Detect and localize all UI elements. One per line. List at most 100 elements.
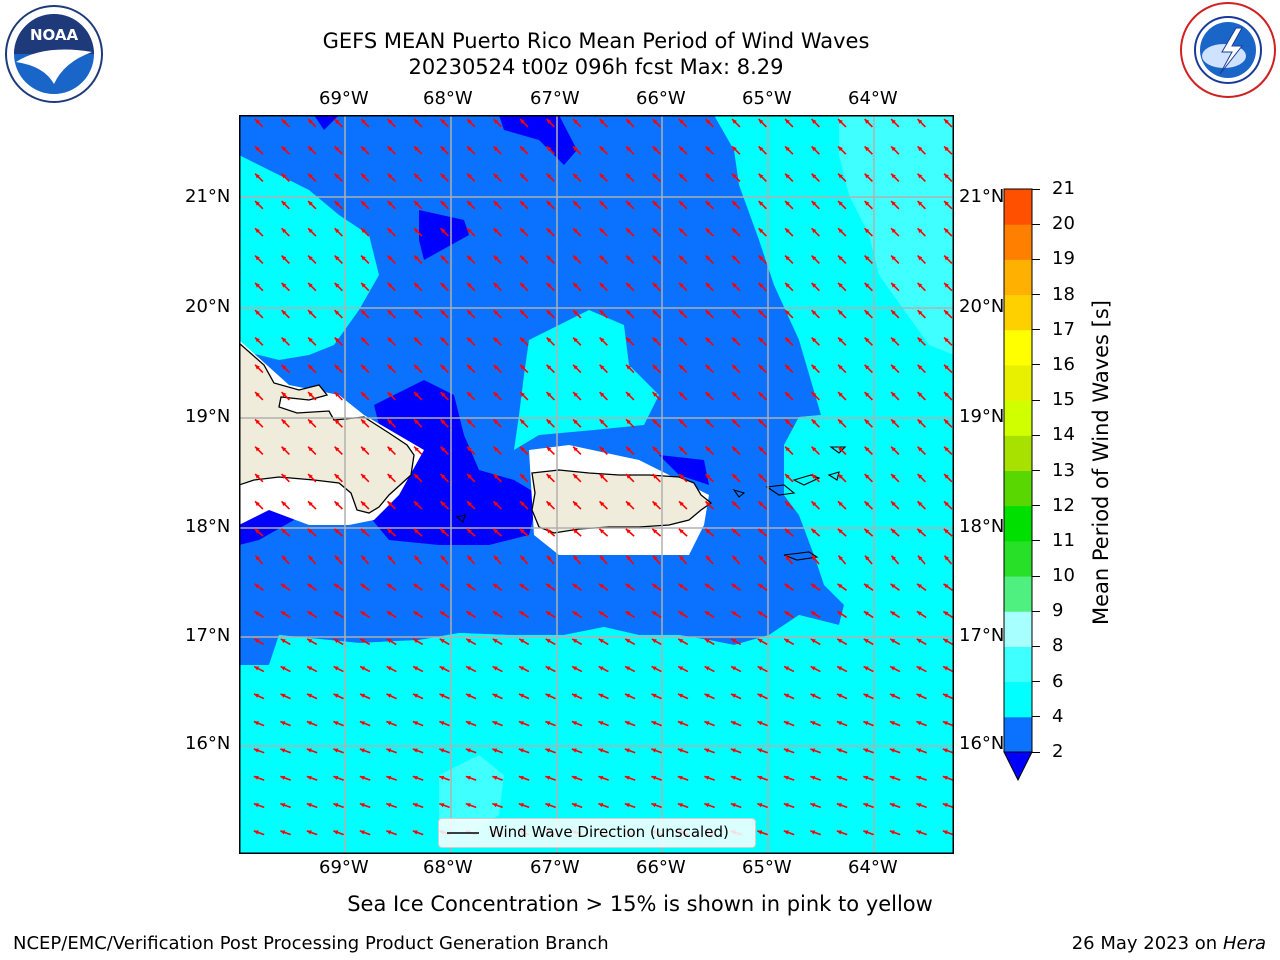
- wave-direction-arrow: [784, 446, 794, 456]
- wave-direction-arrow: [783, 720, 795, 727]
- wave-direction-arrow: [678, 336, 688, 346]
- colorbar-segment: [1004, 540, 1032, 577]
- colorbar-segment: [1004, 364, 1032, 401]
- wave-direction-arrow: [889, 748, 901, 754]
- wave-direction-arrow: [281, 118, 290, 128]
- nws-logo: [1180, 2, 1276, 98]
- wave-direction-arrow: [413, 418, 423, 428]
- wave-direction-arrow: [572, 200, 582, 210]
- wave-direction-arrow: [810, 802, 821, 809]
- lat-label-right-16n: 16°N: [959, 733, 1005, 754]
- wave-direction-arrow: [837, 473, 847, 483]
- wave-direction-arrow: [546, 255, 555, 264]
- colorbar-tick-mark: [1032, 470, 1040, 471]
- wave-direction-arrow: [704, 610, 715, 619]
- wave-direction-arrow: [677, 775, 689, 781]
- wave-direction-arrow: [943, 336, 953, 346]
- colorbar-segment: [1004, 329, 1032, 366]
- wave-direction-arrow: [334, 282, 343, 292]
- wave-direction-arrow: [280, 802, 291, 809]
- wave-direction-arrow: [652, 364, 661, 374]
- wave-direction-arrow: [916, 830, 927, 836]
- wave-direction-arrow: [518, 775, 530, 781]
- wave-direction-arrow: [307, 418, 317, 428]
- wave-direction-arrow: [439, 693, 450, 700]
- wave-direction-arrow: [334, 145, 343, 155]
- wave-direction-arrow: [811, 446, 820, 456]
- wave-direction-arrow: [836, 720, 848, 727]
- wave-direction-arrow: [280, 830, 291, 836]
- wave-direction-arrow: [306, 802, 318, 809]
- wave-direction-arrow: [864, 555, 873, 565]
- wave-direction-arrow: [545, 500, 556, 510]
- wave-direction-arrow: [731, 145, 741, 155]
- wave-direction-arrow: [625, 528, 635, 537]
- wave-direction-arrow: [359, 830, 371, 836]
- wave-direction-arrow: [465, 720, 477, 727]
- colorbar-tick-label: 2: [1052, 741, 1064, 762]
- wave-direction-arrow: [705, 118, 714, 128]
- wave-direction-arrow: [810, 693, 821, 700]
- wave-direction-arrow: [307, 145, 317, 155]
- wave-direction-arrow: [307, 282, 317, 292]
- wave-direction-arrow: [572, 282, 582, 292]
- wave-direction-arrow: [413, 200, 423, 210]
- wave-direction-arrow: [651, 528, 662, 537]
- wave-direction-arrow: [811, 336, 820, 346]
- wave-direction-arrow: [599, 118, 608, 128]
- wave-direction-arrow: [465, 693, 477, 700]
- wave-direction-arrow: [942, 638, 954, 646]
- virgin-islands: [455, 446, 847, 561]
- wave-direction-arrow: [916, 748, 927, 754]
- wave-direction-arrow: [890, 391, 900, 401]
- wave-direction-arrow: [519, 418, 529, 428]
- lat-label-left-18n: 18°N: [185, 516, 231, 537]
- wave-direction-arrow: [837, 364, 847, 374]
- lon-label-top-64w: 64°W: [848, 88, 898, 109]
- colorbar-tick-mark: [1032, 223, 1040, 225]
- wave-direction-arrow: [598, 748, 609, 754]
- wave-direction-arrow: [546, 227, 555, 237]
- wave-direction-arrow: [466, 473, 476, 483]
- wave-direction-arrow: [731, 391, 741, 401]
- wave-direction-arrow: [890, 500, 900, 510]
- wave-direction-arrow: [599, 282, 608, 292]
- wave-direction-arrow: [307, 528, 317, 537]
- wave-direction-arrow: [334, 418, 343, 428]
- wave-direction-arrow: [598, 528, 609, 537]
- wave-direction-arrow: [652, 173, 661, 183]
- wave-direction-arrow: [466, 255, 476, 264]
- wave-direction-arrow: [864, 391, 873, 401]
- wave-direction-arrow: [386, 638, 397, 646]
- wave-direction-arrow: [253, 665, 265, 673]
- wave-direction-arrow: [360, 200, 370, 210]
- wave-direction-arrow: [730, 610, 742, 619]
- colorbar-tick-label: 10: [1052, 565, 1075, 587]
- wave-direction-arrow: [677, 638, 689, 646]
- wave-direction-arrow: [412, 610, 424, 619]
- wave-direction-arrow: [572, 255, 582, 264]
- wave-direction-arrow: [546, 309, 555, 319]
- wave-direction-arrow: [572, 555, 582, 565]
- wave-direction-arrow: [599, 200, 608, 210]
- wave-direction-arrow: [624, 693, 636, 700]
- wave-direction-arrow: [890, 446, 900, 456]
- map-plot-area: [239, 115, 954, 854]
- wave-direction-arrow: [333, 638, 344, 646]
- wave-direction-arrow: [624, 802, 636, 809]
- wave-direction-arrow: [466, 446, 476, 456]
- map-title: GEFS MEAN Puerto Rico Mean Period of Win…: [322, 29, 870, 53]
- wave-direction-arrow: [677, 610, 689, 619]
- wave-direction-arrow: [678, 391, 688, 401]
- wave-direction-arrow: [836, 665, 848, 673]
- wave-direction-arrow: [333, 830, 344, 836]
- wave-direction-arrow: [492, 720, 503, 727]
- colorbar-tick-label: 17: [1052, 318, 1075, 340]
- lon-label-bottom-66w: 66°W: [636, 857, 686, 878]
- colorbar-tick-mark: [1032, 645, 1040, 647]
- wave-direction-arrow: [386, 720, 397, 727]
- wave-direction-arrow: [280, 500, 291, 510]
- wave-direction-arrow: [387, 446, 396, 456]
- wave-direction-arrow: [334, 200, 343, 210]
- wave-direction-arrow: [599, 446, 608, 456]
